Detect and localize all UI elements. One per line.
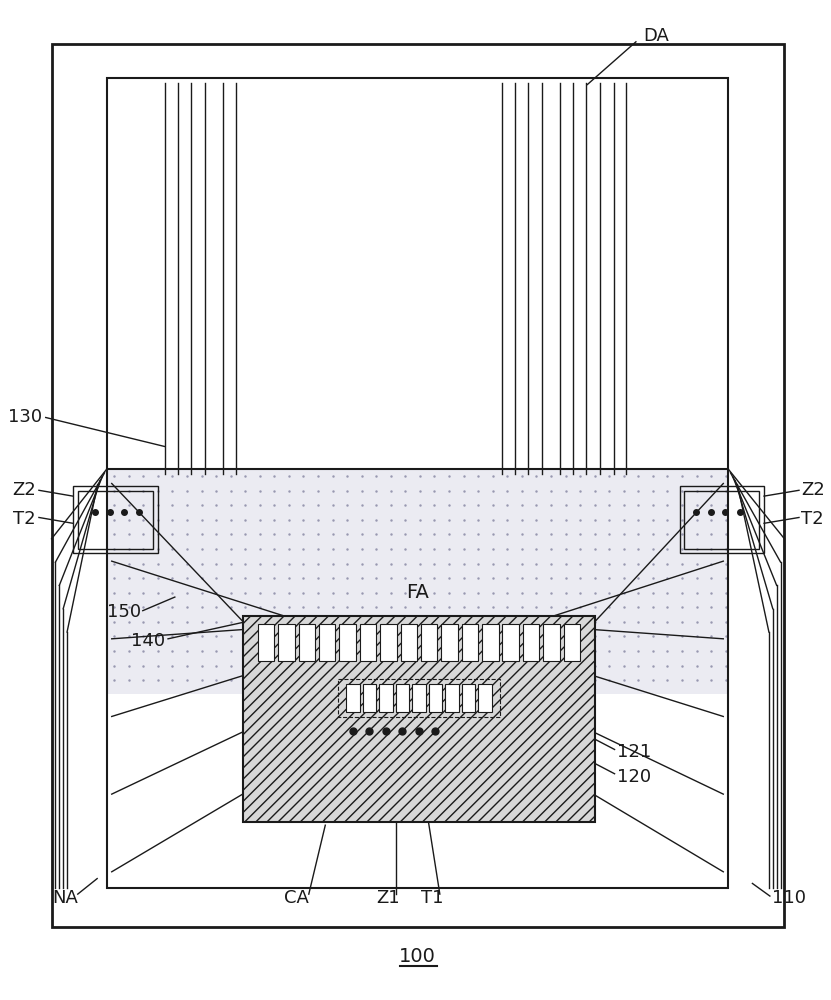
Bar: [107, 78, 728, 888]
Bar: [347, 684, 360, 712]
Bar: [258, 624, 274, 661]
Text: NA: NA: [52, 889, 78, 907]
Bar: [362, 684, 376, 712]
Bar: [543, 624, 560, 661]
Bar: [396, 684, 409, 712]
Bar: [462, 624, 478, 661]
Bar: [685, 491, 760, 549]
Bar: [338, 679, 499, 717]
Bar: [278, 624, 295, 661]
Bar: [482, 624, 499, 661]
Bar: [298, 624, 315, 661]
Text: Z2: Z2: [801, 481, 824, 499]
Bar: [380, 624, 396, 661]
Text: 100: 100: [399, 947, 436, 966]
Bar: [503, 624, 519, 661]
Bar: [78, 491, 154, 549]
Bar: [107, 469, 728, 694]
Text: 140: 140: [131, 632, 165, 650]
Text: 120: 120: [617, 768, 651, 786]
Text: 110: 110: [772, 889, 806, 907]
Bar: [445, 684, 459, 712]
Bar: [523, 624, 539, 661]
Bar: [441, 624, 458, 661]
Bar: [401, 624, 417, 661]
Bar: [339, 624, 356, 661]
Text: FA: FA: [406, 583, 429, 602]
Bar: [73, 486, 159, 553]
Bar: [462, 684, 475, 712]
Bar: [243, 616, 595, 822]
Text: 130: 130: [7, 408, 42, 426]
Bar: [360, 624, 376, 661]
Bar: [412, 684, 425, 712]
Text: 121: 121: [617, 743, 651, 761]
Bar: [379, 684, 393, 712]
Text: Z2: Z2: [12, 481, 36, 499]
Text: Z1: Z1: [376, 889, 401, 907]
Bar: [563, 624, 580, 661]
Text: T2: T2: [801, 510, 824, 528]
Text: T2: T2: [13, 510, 36, 528]
Bar: [429, 684, 442, 712]
Text: CA: CA: [283, 889, 308, 907]
Bar: [478, 684, 492, 712]
Bar: [421, 624, 437, 661]
Bar: [680, 486, 764, 553]
Text: 150: 150: [106, 603, 140, 621]
Bar: [319, 624, 336, 661]
Text: T1: T1: [420, 889, 443, 907]
Text: DA: DA: [644, 27, 670, 45]
